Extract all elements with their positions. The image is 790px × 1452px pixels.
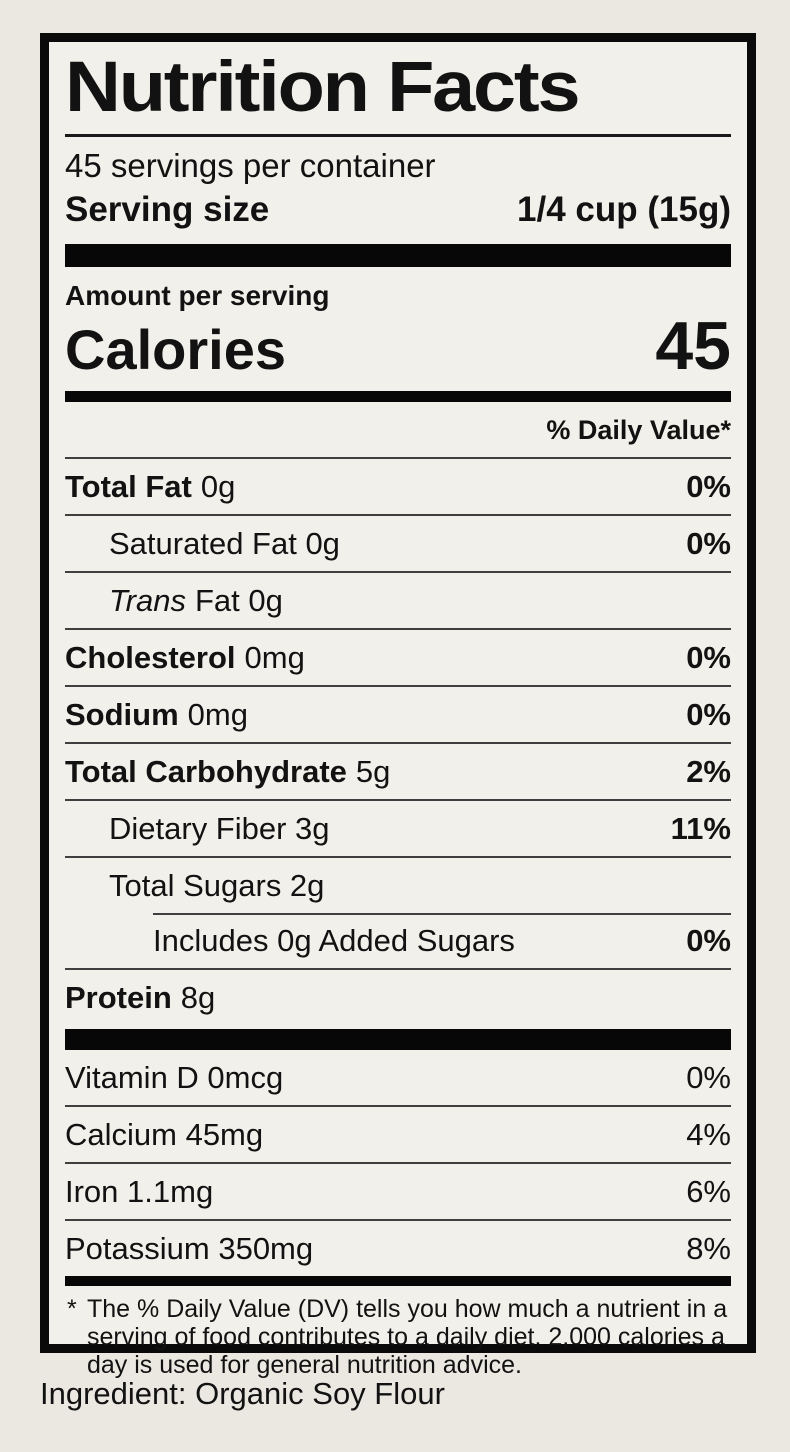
vitamin-name: Potassium 350mg <box>65 1230 314 1266</box>
nutrient-amount: 0g <box>200 468 236 504</box>
vitamin-dv: 4% <box>686 1116 731 1152</box>
vitamin-dv: 0% <box>686 1059 731 1095</box>
ingredient-line: Ingredient: Organic Soy Flour <box>40 1376 445 1411</box>
serving-size-row: Serving size 1/4 cup (15g) <box>65 185 731 244</box>
vitamin-dv: 8% <box>686 1230 731 1266</box>
nutrient-dv: 2% <box>686 753 731 789</box>
calories-value: 45 <box>655 308 731 385</box>
row-vitamin-d: Vitamin D 0mcg 0% <box>65 1050 731 1105</box>
divider-below-calories <box>65 390 731 402</box>
vitamin-dv: 6% <box>686 1173 731 1209</box>
row-added-sugars: Includes 0g Added Sugars 0% <box>65 912 731 968</box>
nutrition-facts-label: Nutrition Facts 45 servings per containe… <box>40 33 756 1379</box>
vitamin-name: Calcium 45mg <box>65 1116 264 1152</box>
amount-per-serving-label: Amount per serving <box>65 280 330 312</box>
row-protein: Protein 8g <box>65 967 731 1025</box>
nutrient-name: Dietary Fiber 3g <box>109 810 330 846</box>
nutrient-amount: 5g <box>355 753 391 789</box>
row-sodium: Sodium 0mg 0% <box>65 684 731 742</box>
nutrient-dv: 11% <box>670 810 731 846</box>
nutrient-name: Cholesterol <box>65 639 236 675</box>
thick-divider-vitamins <box>65 1028 731 1050</box>
nutrient-amount: 8g <box>180 979 216 1015</box>
nutrient-name: Includes 0g Added Sugars <box>153 922 515 958</box>
nutrient-dv: 0% <box>686 696 731 732</box>
nutrient-amount: 0mg <box>244 639 305 675</box>
row-cholesterol: Cholesterol 0mg 0% <box>65 627 731 685</box>
divider-above-footnote <box>65 1275 731 1286</box>
nutrient-name: Total Sugars 2g <box>109 867 325 903</box>
nutrient-name: Total Fat <box>65 468 192 504</box>
nutrient-name: Trans <box>109 582 186 618</box>
serving-size-value: 1/4 cup (15g) <box>517 190 731 230</box>
nutrient-amount: 0mg <box>187 696 248 732</box>
nutrient-amount: Fat 0g <box>194 582 283 618</box>
daily-value-header: % Daily Value* <box>65 402 731 459</box>
calories-label: Calories <box>65 318 286 382</box>
row-total-fat: Total Fat 0g 0% <box>65 459 731 514</box>
vitamin-name: Vitamin D 0mcg <box>65 1059 284 1095</box>
daily-value-footnote: * The % Daily Value (DV) tells you how m… <box>65 1286 731 1379</box>
vitamin-rows: Vitamin D 0mcg 0% Calcium 45mg 4% Iron 1… <box>65 1050 731 1276</box>
label-title: Nutrition Facts <box>65 48 581 127</box>
row-potassium: Potassium 350mg 8% <box>65 1218 731 1276</box>
nutrient-dv: 0% <box>686 525 731 561</box>
nutrient-dv: 0% <box>686 922 731 958</box>
row-saturated-fat: Saturated Fat 0g 0% <box>65 513 731 571</box>
nutrient-rows: Total Fat 0g 0% Saturated Fat 0g 0% Trans… <box>65 459 731 1025</box>
row-dietary-fiber: Dietary Fiber 3g 11% <box>65 798 731 856</box>
row-trans-fat: Trans Fat 0g <box>65 570 731 628</box>
serving-size-label: Serving size <box>65 190 270 230</box>
nutrient-name: Sodium <box>65 696 179 732</box>
nutrient-name: Protein <box>65 979 172 1015</box>
calories-row: Calories 45 <box>65 312 731 390</box>
row-calcium: Calcium 45mg 4% <box>65 1104 731 1162</box>
nutrient-name: Total Carbohydrate <box>65 753 347 789</box>
row-total-sugars: Total Sugars 2g <box>65 855 731 913</box>
nutrient-dv: 0% <box>686 639 731 675</box>
row-iron: Iron 1.1mg 6% <box>65 1161 731 1219</box>
label-title-wrap: Nutrition Facts <box>65 46 731 137</box>
footnote-text: The % Daily Value (DV) tells you how muc… <box>87 1294 728 1379</box>
servings-per-container: 45 servings per container <box>65 146 436 184</box>
row-total-carbohydrate: Total Carbohydrate 5g 2% <box>65 741 731 799</box>
thick-divider-top <box>65 244 731 268</box>
footnote-asterisk: * <box>67 1294 77 1323</box>
nutrient-name: Saturated Fat 0g <box>109 525 340 561</box>
nutrient-dv: 0% <box>686 468 731 504</box>
vitamin-name: Iron 1.1mg <box>65 1173 214 1209</box>
